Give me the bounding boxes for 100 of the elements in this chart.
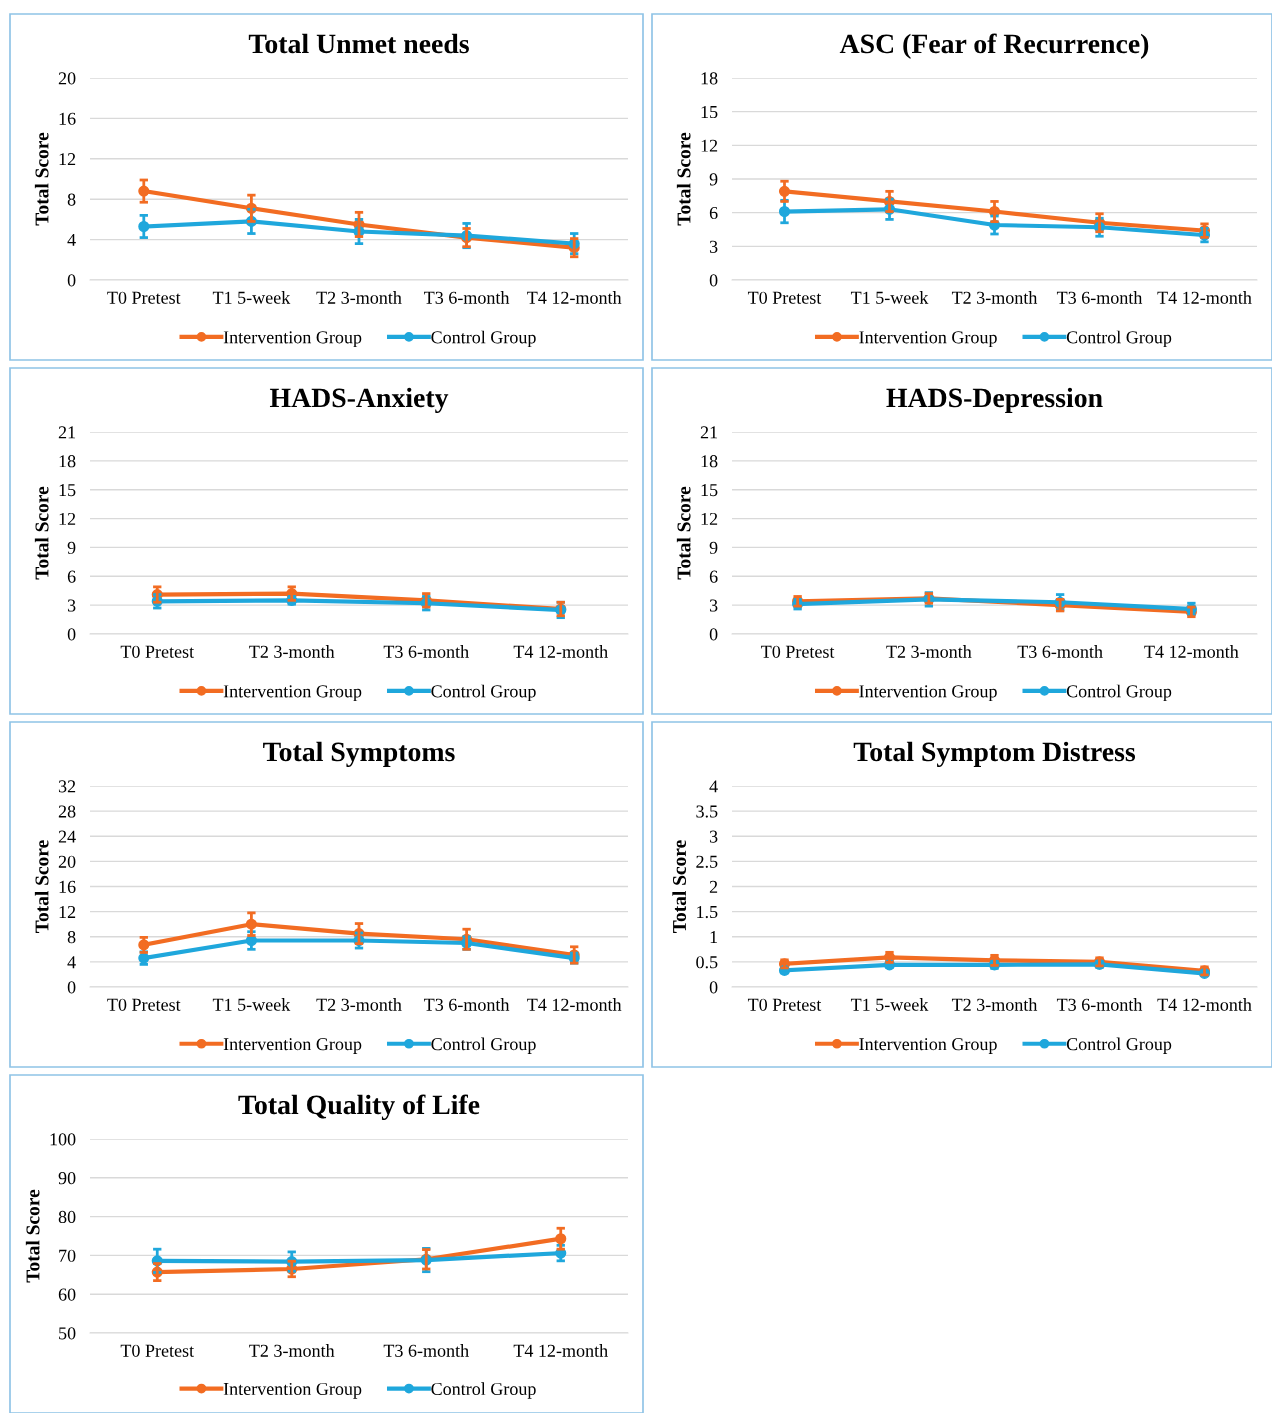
legend-label: Intervention Group xyxy=(223,685,362,702)
y-axis-title: Total Score xyxy=(34,486,49,580)
chart-title: Total Symptom Distress xyxy=(853,741,1136,767)
y-tick-label: 12 xyxy=(59,512,76,525)
x-tick-label: T2 3-month xyxy=(249,1344,335,1357)
y-tick-label: 18 xyxy=(701,455,718,468)
x-tick-label: T4 12-month xyxy=(513,1344,608,1357)
chart-title: Total Symptoms xyxy=(263,741,455,767)
y-tick-label: 50 xyxy=(59,1327,76,1340)
y-axis-title: Total Score xyxy=(672,840,687,933)
x-tick-label: T0 Pretest xyxy=(747,998,822,1011)
y-tick-label: 18 xyxy=(701,72,718,85)
x-tick-label: T0 Pretest xyxy=(107,998,181,1011)
y-tick-label: 28 xyxy=(58,805,76,818)
x-tick-label: T4 12-month xyxy=(527,998,622,1011)
y-tick-label: 21 xyxy=(58,426,76,439)
x-tick-label: T2 3-month xyxy=(316,998,402,1011)
y-tick-label: 3 xyxy=(709,830,718,843)
y-tick-label: 2.5 xyxy=(696,855,718,868)
legend-label: Control Group xyxy=(431,1037,536,1054)
x-tick-label: T3 6-month xyxy=(383,645,469,658)
y-tick-label: 100 xyxy=(50,1133,76,1146)
y-tick-label: 6 xyxy=(67,570,76,583)
x-tick-label: T4 12-month xyxy=(527,291,622,304)
y-axis-title: Total Score xyxy=(34,840,49,933)
x-tick-label: T4 12-month xyxy=(513,645,608,658)
x-tick-label: T3 6-month xyxy=(424,291,510,304)
y-tick-label: 0 xyxy=(709,628,718,641)
y-tick-label: 12 xyxy=(59,905,76,918)
y-tick-label: 80 xyxy=(58,1210,76,1224)
legend-label: Control Group xyxy=(431,1382,536,1399)
chart-title: Total Quality of Life xyxy=(238,1094,480,1120)
y-tick-label: 3 xyxy=(709,240,718,253)
x-tick-label: T0 Pretest xyxy=(761,645,835,658)
y-axis-title: Total Score xyxy=(25,1189,40,1283)
y-tick-label: 90 xyxy=(58,1172,76,1185)
x-tick-label: T2 3-month xyxy=(886,645,972,658)
y-tick-label: 4 xyxy=(67,956,76,969)
y-tick-label: 9 xyxy=(67,541,76,554)
x-tick-label: T4 12-month xyxy=(1157,998,1252,1011)
y-axis-title: Total Score xyxy=(676,132,691,226)
x-tick-label: T2 3-month xyxy=(249,645,335,658)
y-tick-label: 0 xyxy=(67,274,76,287)
y-tick-label: 8 xyxy=(67,931,76,944)
y-tick-label: 16 xyxy=(59,880,76,893)
legend-label: Control Group xyxy=(431,684,536,702)
x-tick-label: T2 3-month xyxy=(316,291,402,304)
y-axis-title: Total Score xyxy=(676,486,691,580)
y-tick-label: 6 xyxy=(709,206,718,220)
x-tick-label: T1 5-week xyxy=(850,998,929,1011)
y-tick-label: 12 xyxy=(59,153,76,166)
chart-title: HADS-Anxiety xyxy=(269,387,449,413)
y-tick-label: 0 xyxy=(67,981,76,994)
y-tick-label: 0.5 xyxy=(696,956,718,969)
x-tick-label: T0 Pretest xyxy=(120,645,194,658)
y-tick-label: 70 xyxy=(59,1249,76,1262)
y-tick-label: 15 xyxy=(59,484,76,497)
y-tick-label: 15 xyxy=(701,484,718,497)
y-tick-label: 21 xyxy=(700,426,718,439)
legend-label: Intervention Group xyxy=(859,1038,997,1054)
y-tick-label: 4 xyxy=(67,233,76,246)
chart-title: HADS-Depression xyxy=(886,387,1103,413)
x-tick-label: T2 3-month xyxy=(951,291,1038,304)
legend-label: Intervention Group xyxy=(223,1038,362,1054)
y-tick-label: 4 xyxy=(709,780,718,793)
y-tick-label: 32 xyxy=(58,780,76,793)
y-tick-label: 2 xyxy=(709,880,718,893)
y-tick-label: 12 xyxy=(701,139,718,152)
x-tick-label: T1 5-week xyxy=(850,291,929,304)
y-tick-label: 0 xyxy=(709,981,718,994)
x-tick-label: T0 Pretest xyxy=(107,291,181,304)
legend-label: Intervention Group xyxy=(223,1382,362,1399)
x-tick-label: T3 6-month xyxy=(1056,998,1143,1011)
y-tick-label: 9 xyxy=(709,541,718,554)
x-tick-label: T1 5-week xyxy=(212,998,291,1011)
legend-label: Intervention Group xyxy=(223,331,362,348)
y-tick-label: 16 xyxy=(59,112,76,125)
legend-label: Control Group xyxy=(1066,330,1172,348)
y-tick-label: 12 xyxy=(701,512,718,525)
y-tick-label: 24 xyxy=(58,830,76,843)
x-tick-label: T4 12-month xyxy=(1144,645,1239,658)
x-tick-label: T3 6-month xyxy=(1017,645,1103,658)
x-tick-label: T3 6-month xyxy=(383,1344,469,1357)
legend-label: Control Group xyxy=(1066,684,1172,702)
x-tick-label: T0 Pretest xyxy=(120,1344,194,1357)
chart-title: Total Unmet needs xyxy=(248,33,469,54)
x-tick-label: T2 3-month xyxy=(951,998,1038,1011)
legend-label: Intervention Group xyxy=(859,685,997,702)
y-tick-label: 8 xyxy=(67,193,76,206)
legend-label: Intervention Group xyxy=(859,331,997,348)
y-tick-label: 3 xyxy=(709,599,718,612)
chart-title: ASC (Fear of Recurrence) xyxy=(839,33,1149,59)
y-tick-label: 6 xyxy=(709,570,718,583)
y-tick-label: 15 xyxy=(701,106,718,119)
y-tick-label: 0 xyxy=(709,274,718,287)
y-tick-label: 60 xyxy=(58,1288,76,1301)
y-tick-label: 0 xyxy=(67,628,76,641)
y-tick-label: 1.5 xyxy=(697,905,718,919)
x-tick-label: T0 Pretest xyxy=(747,291,822,304)
y-tick-label: 20 xyxy=(58,72,76,85)
